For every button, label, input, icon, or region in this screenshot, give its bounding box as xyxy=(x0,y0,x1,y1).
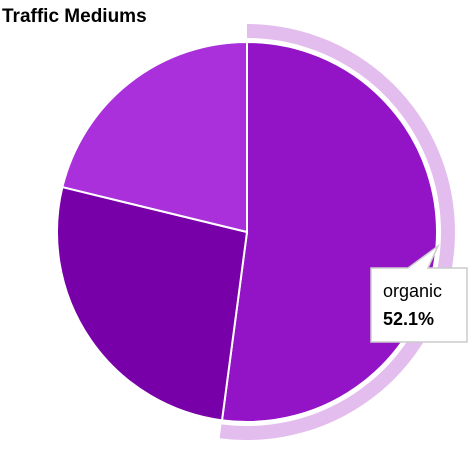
slice xyxy=(56,185,249,422)
pie xyxy=(56,24,455,440)
chart-title: Traffic Mediums xyxy=(2,6,147,27)
slice xyxy=(61,40,248,234)
tooltip-box xyxy=(370,243,468,343)
tooltip-value: 52.1% xyxy=(383,309,434,329)
tooltip-label: organic xyxy=(383,281,442,301)
tooltip: organic 52.1% xyxy=(370,243,468,343)
